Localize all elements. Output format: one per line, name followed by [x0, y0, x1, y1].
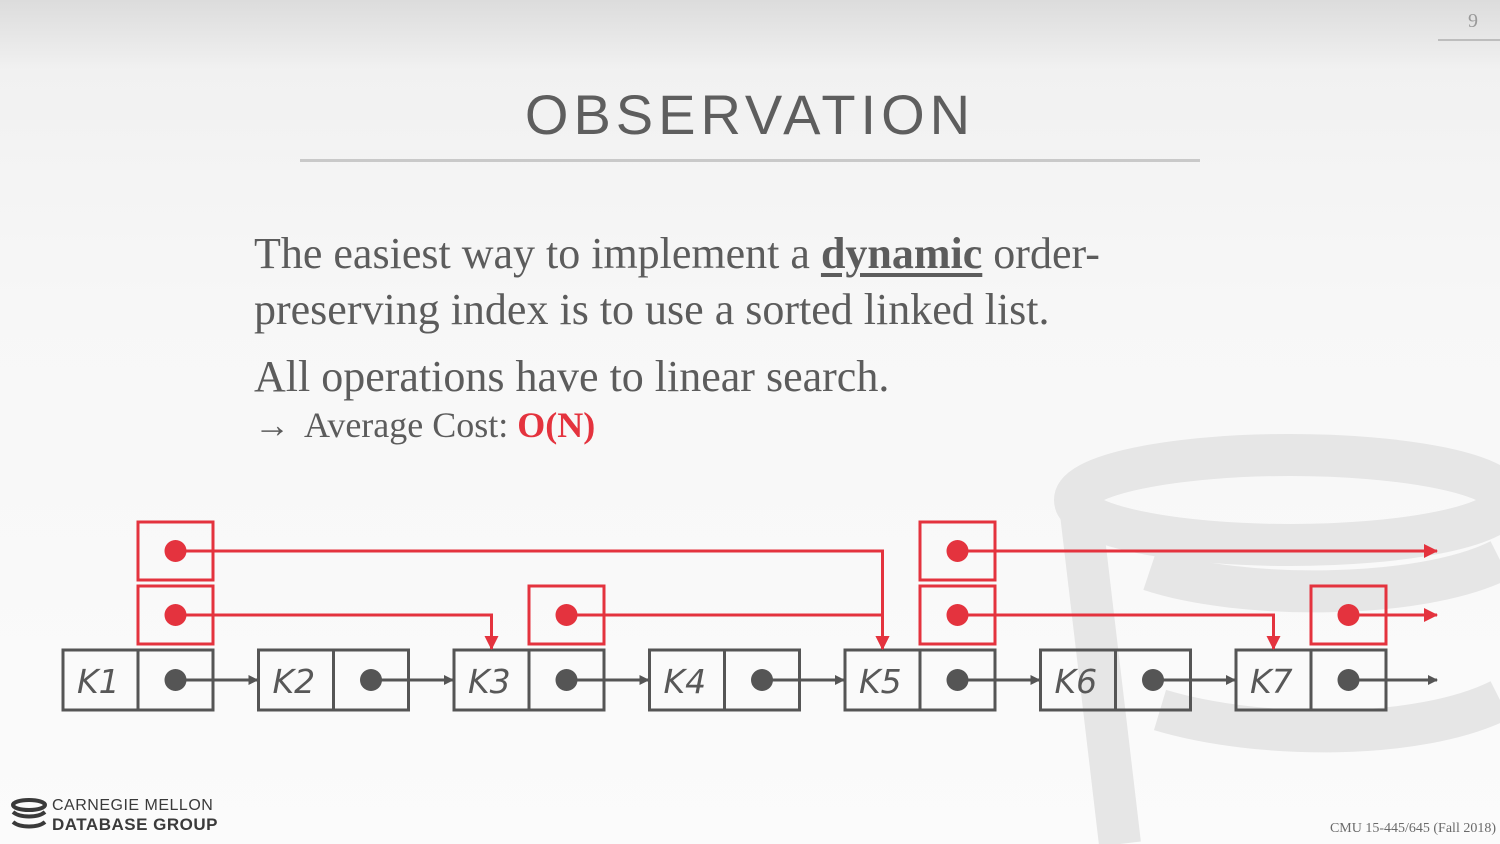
org-name-line1: CARNEGIE MELLON: [52, 797, 214, 814]
bullet-paragraph-1: The easiest way to implement a dynamic o…: [254, 226, 1224, 338]
bullet-paragraph-2: All operations have to linear search.: [254, 352, 890, 401]
key-label: K2: [273, 662, 316, 701]
slide-number-rule: [1438, 39, 1500, 41]
skip-pointer-arrow: [175, 549, 890, 650]
sub-bullet-arrow-icon: →: [254, 405, 290, 445]
key-label: K3: [468, 662, 511, 701]
bullet-1-text-start: The easiest way to implement a: [254, 229, 821, 278]
page-title: OBSERVATION: [524, 83, 976, 146]
key-label: K5: [859, 662, 902, 701]
cmu-database-group-logo-icon: [11, 798, 47, 829]
key-label: K7: [1250, 662, 1293, 701]
skip-pointer-arrow: [566, 613, 890, 650]
key-label: K1: [77, 662, 120, 701]
title-divider: [300, 159, 1200, 162]
course-label: CMU 15-445/645 (Fall 2018): [1329, 821, 1496, 836]
sub-bullet-label: Average Cost:: [304, 405, 518, 445]
skip-pointer-arrow: [957, 613, 1281, 650]
bullet-1-text-end: order-preserving index is to use a sorte…: [254, 229, 1100, 334]
org-name-line2: DATABASE GROUP: [52, 815, 218, 834]
average-cost-value: O(N): [517, 405, 596, 445]
key-label: K4: [664, 662, 707, 701]
sub-bullet: → Average Cost: O(N): [254, 404, 595, 446]
slide-number: 9: [1468, 10, 1478, 32]
key-label: K6: [1055, 662, 1098, 701]
bullet-1-emphasis: dynamic: [820, 229, 983, 278]
skip-pointer-arrow: [175, 613, 499, 650]
